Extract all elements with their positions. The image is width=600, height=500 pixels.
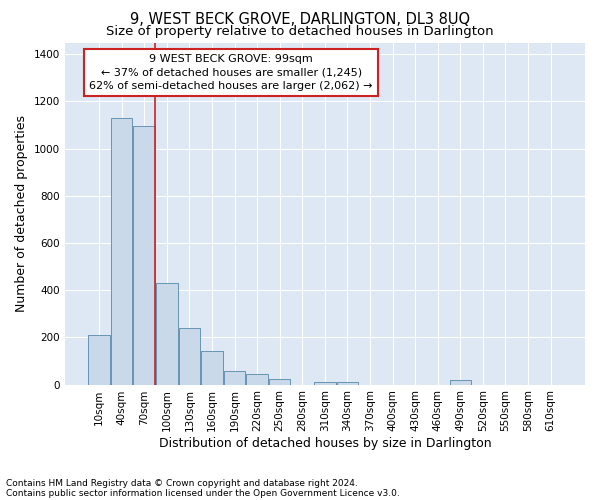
Bar (337, 382, 358, 384)
Bar (111, 118, 133, 384)
Text: 9 WEST BECK GROVE: 99sqm
← 37% of detached houses are smaller (1,245)
62% of sem: 9 WEST BECK GROVE: 99sqm ← 37% of detach… (89, 54, 373, 91)
Bar (314, 382, 335, 384)
Y-axis label: Number of detached properties: Number of detached properties (15, 115, 28, 312)
Bar (201, 351, 223, 384)
Text: Size of property relative to detached houses in Darlington: Size of property relative to detached ho… (106, 25, 494, 38)
Bar (133, 126, 155, 384)
Bar (88, 335, 110, 384)
X-axis label: Distribution of detached houses by size in Darlington: Distribution of detached houses by size … (158, 437, 491, 450)
Bar (156, 283, 178, 384)
Text: Contains HM Land Registry data © Crown copyright and database right 2024.: Contains HM Land Registry data © Crown c… (6, 478, 358, 488)
Bar (179, 328, 200, 384)
Bar (269, 380, 290, 384)
Bar (449, 380, 471, 384)
Bar (247, 374, 268, 384)
Text: Contains public sector information licensed under the Open Government Licence v3: Contains public sector information licen… (6, 488, 400, 498)
Bar (224, 371, 245, 384)
Text: 9, WEST BECK GROVE, DARLINGTON, DL3 8UQ: 9, WEST BECK GROVE, DARLINGTON, DL3 8UQ (130, 12, 470, 28)
